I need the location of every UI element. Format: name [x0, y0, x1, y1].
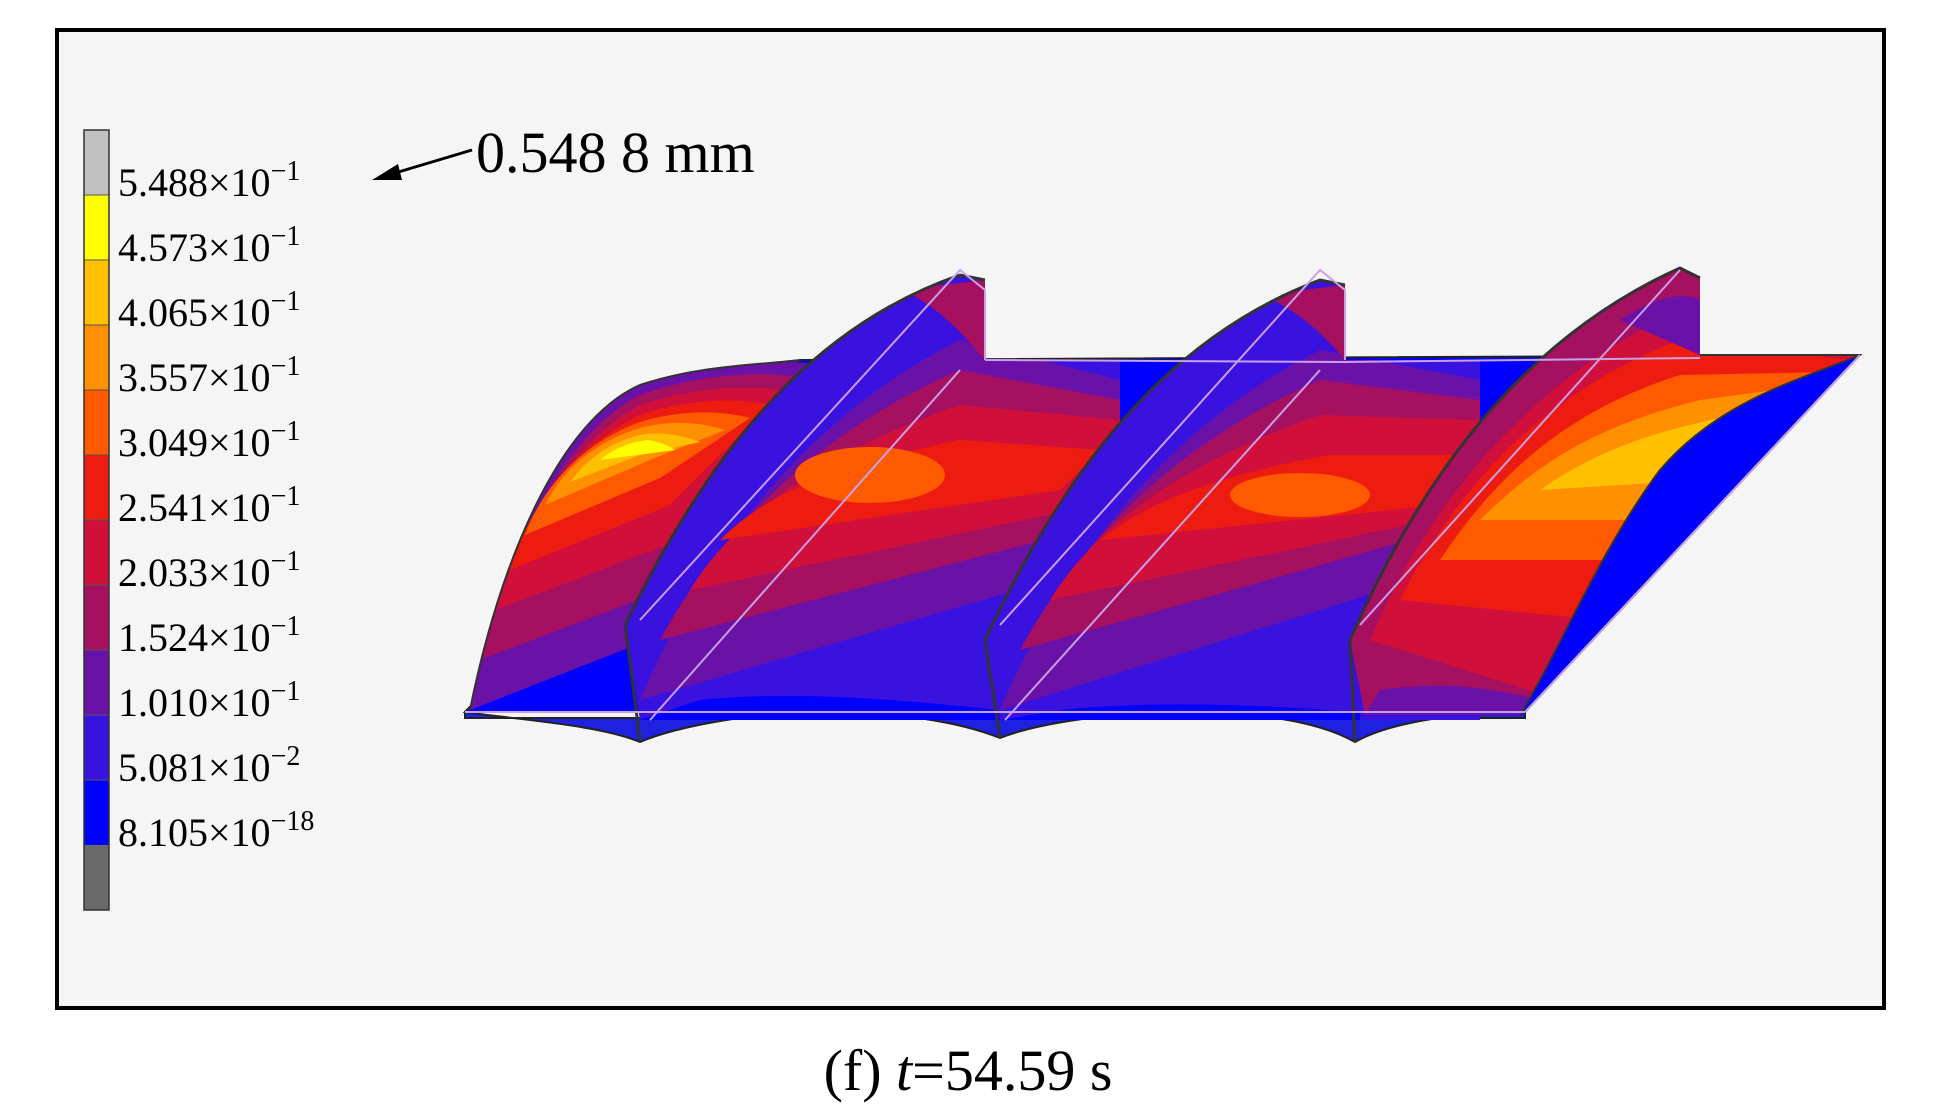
legend-label-exponent: −1 [271, 286, 301, 317]
legend-label: 3.557×10−1 [118, 351, 300, 400]
legend-label: 1.010×10−1 [118, 676, 300, 725]
legend-label-exponent: −1 [271, 156, 301, 187]
legend-label-mantissa: 4.065 [118, 290, 208, 335]
legend-frame [83, 129, 110, 911]
legend-label: 5.081×10−2 [118, 741, 300, 790]
blade-2 [983, 278, 1480, 739]
left-lobe-band [600, 440, 675, 460]
legend-label-base: ×10 [208, 550, 271, 595]
legend-label: 1.524×10−1 [118, 611, 300, 660]
legend-label-base: ×10 [208, 160, 271, 205]
legend-label-exponent: −1 [271, 546, 301, 577]
legend-label-exponent: −1 [271, 416, 301, 447]
legend-label-base: ×10 [208, 290, 271, 335]
legend-label-base: ×10 [208, 355, 271, 400]
legend-label: 3.049×10−1 [118, 416, 300, 465]
legend-label-mantissa: 2.541 [118, 485, 208, 530]
legend-swatch [84, 195, 109, 260]
legend-label-mantissa: 4.573 [118, 225, 208, 270]
legend-label-base: ×10 [208, 810, 271, 855]
legend-label: 2.541×10−1 [118, 481, 300, 530]
legend-swatch [84, 260, 109, 325]
legend-label-mantissa: 2.033 [118, 550, 208, 595]
legend-label-base: ×10 [208, 420, 271, 465]
max-value-annotation: 0.548 8 mm [372, 120, 755, 185]
legend-swatch [84, 390, 109, 455]
legend-swatch [84, 130, 109, 195]
left-lobe-band [570, 433, 700, 482]
legend-label-mantissa: 5.081 [118, 745, 208, 790]
legend-label-exponent: −1 [271, 676, 301, 707]
figure-caption: (f) t=54.59 s [824, 1038, 1113, 1103]
legend-label-mantissa: 8.105 [118, 810, 208, 855]
legend-label-base: ×10 [208, 485, 271, 530]
undeformed-wireframe [465, 268, 1861, 721]
legend-color-bar [83, 129, 110, 911]
legend-label-base: ×10 [208, 225, 271, 270]
legend-label-exponent: −1 [271, 611, 301, 642]
legend-swatch [84, 455, 109, 520]
legend-label-exponent: −1 [271, 481, 301, 512]
legend-swatch [84, 650, 109, 715]
legend-label: 4.065×10−1 [118, 286, 300, 335]
base-scallop-edge [464, 710, 1526, 744]
legend-label-exponent: −2 [271, 741, 301, 772]
legend-label: 2.033×10−1 [118, 546, 300, 595]
legend-label-base: ×10 [208, 615, 271, 660]
legend-label-base: ×10 [208, 680, 271, 725]
legend-label: 5.488×10−1 [118, 156, 300, 205]
legend-label-mantissa: 3.557 [118, 355, 208, 400]
annotation-text: 0.548 8 mm [476, 120, 755, 185]
legend-label-mantissa: 5.488 [118, 160, 208, 205]
caption-variable: t [896, 1038, 914, 1103]
left-lobe-outline [469, 359, 801, 711]
arrow-head-icon [372, 164, 402, 180]
legend-label-mantissa: 3.049 [118, 420, 208, 465]
caption-prefix: (f) [824, 1038, 896, 1103]
legend-label-exponent: −18 [271, 806, 315, 837]
legend-swatch-bottom [84, 845, 109, 910]
caption-suffix: =54.59 s [912, 1038, 1112, 1103]
legend-swatch [84, 325, 109, 390]
legend-label-exponent: −1 [271, 351, 301, 382]
legend-label-exponent: −1 [271, 221, 301, 252]
legend-label: 8.105×10−18 [118, 806, 314, 855]
legend-swatch [84, 585, 109, 650]
legend-label-base: ×10 [208, 745, 271, 790]
legend-labels: 5.488×10−14.573×10−14.065×10−13.557×10−1… [118, 156, 314, 855]
legend-label: 4.573×10−1 [118, 221, 300, 270]
legend-swatch [84, 715, 109, 780]
model-rendering [462, 266, 1863, 744]
legend-label-mantissa: 1.524 [118, 615, 208, 660]
legend-label-mantissa: 1.010 [118, 680, 208, 725]
legend-swatch [84, 520, 109, 585]
legend-swatch [84, 780, 109, 845]
